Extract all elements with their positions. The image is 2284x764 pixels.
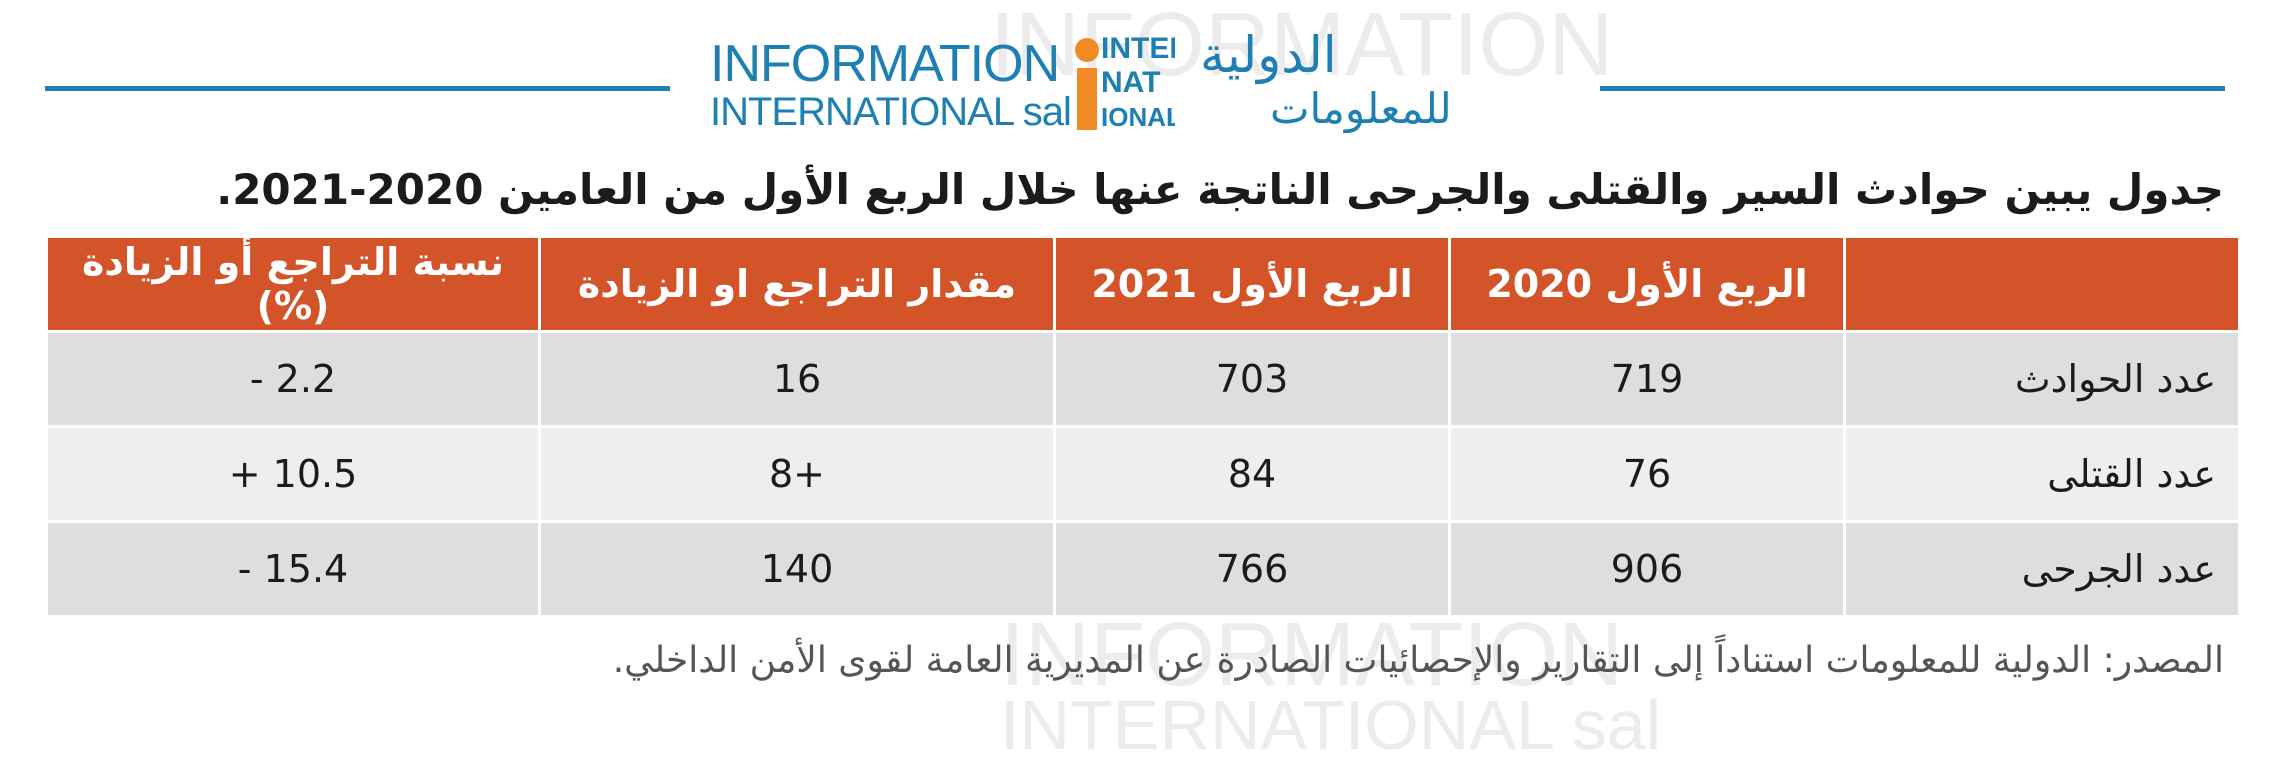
page-title: جدول يبين حوادث السير والقتلى والجرحى ال…	[216, 165, 2224, 214]
logo-text-en-line1: INFORMATION	[710, 35, 1060, 93]
table-cell: 703	[1053, 330, 1451, 428]
row-label: عدد القتلى	[1843, 425, 2241, 523]
column-header: الربع الأول 2021	[1053, 235, 1451, 333]
accidents-table: الربع الأول 2020 الربع الأول 2021 مقدار …	[45, 235, 2241, 618]
table-cell: 10.5 +	[45, 425, 541, 523]
row-label: عدد الجرحى	[1843, 520, 2241, 618]
logo-text-en-line2: INTERNATIONAL sal	[710, 90, 1072, 134]
source-note: المصدر: الدولية للمعلومات استناداً إلى ا…	[612, 640, 2224, 681]
table-cell: 16	[538, 330, 1056, 428]
column-header	[1843, 235, 2241, 333]
column-header: نسبة التراجع أو الزيادة (%)	[45, 235, 541, 333]
table-cell: 76	[1448, 425, 1846, 523]
table-cell: 15.4 -	[45, 520, 541, 618]
header-rule-right	[1600, 86, 2225, 91]
table-cell: 140	[538, 520, 1056, 618]
table-row: عدد القتلى 76 84 +8 10.5 +	[45, 425, 2241, 523]
table-cell: 719	[1448, 330, 1846, 428]
logo-mark-text-3: IONAL	[1101, 102, 1175, 132]
logo-i-mark-icon: INTER NAT IONAL	[1075, 32, 1175, 132]
column-header: مقدار التراجع او الزيادة	[538, 235, 1056, 333]
logo-text-ar-line1: الدولية	[1200, 26, 1337, 84]
logo-text-ar-line2: للمعلومات	[1270, 84, 1452, 133]
logo-mark-text-2: NAT	[1101, 66, 1160, 99]
brand-logo: INFORMATION INTERNATIONAL sal INTER NAT …	[700, 28, 1580, 138]
logo-mark-text-1: INTER	[1101, 32, 1175, 65]
column-header: الربع الأول 2020	[1448, 235, 1846, 333]
table-header-row: الربع الأول 2020 الربع الأول 2021 مقدار …	[45, 235, 2241, 333]
table-cell: +8	[538, 425, 1056, 523]
table-cell: 766	[1053, 520, 1451, 618]
table-cell: 84	[1053, 425, 1451, 523]
table-cell: 906	[1448, 520, 1846, 618]
table-row: عدد الجرحى 906 766 140 15.4 -	[45, 520, 2241, 618]
watermark: INTERNATIONAL sal	[1000, 686, 1662, 764]
row-label: عدد الحوادث	[1843, 330, 2241, 428]
table-cell: 2.2 -	[45, 330, 541, 428]
table-row: عدد الحوادث 719 703 16 2.2 -	[45, 330, 2241, 428]
header-rule-left	[45, 86, 670, 91]
